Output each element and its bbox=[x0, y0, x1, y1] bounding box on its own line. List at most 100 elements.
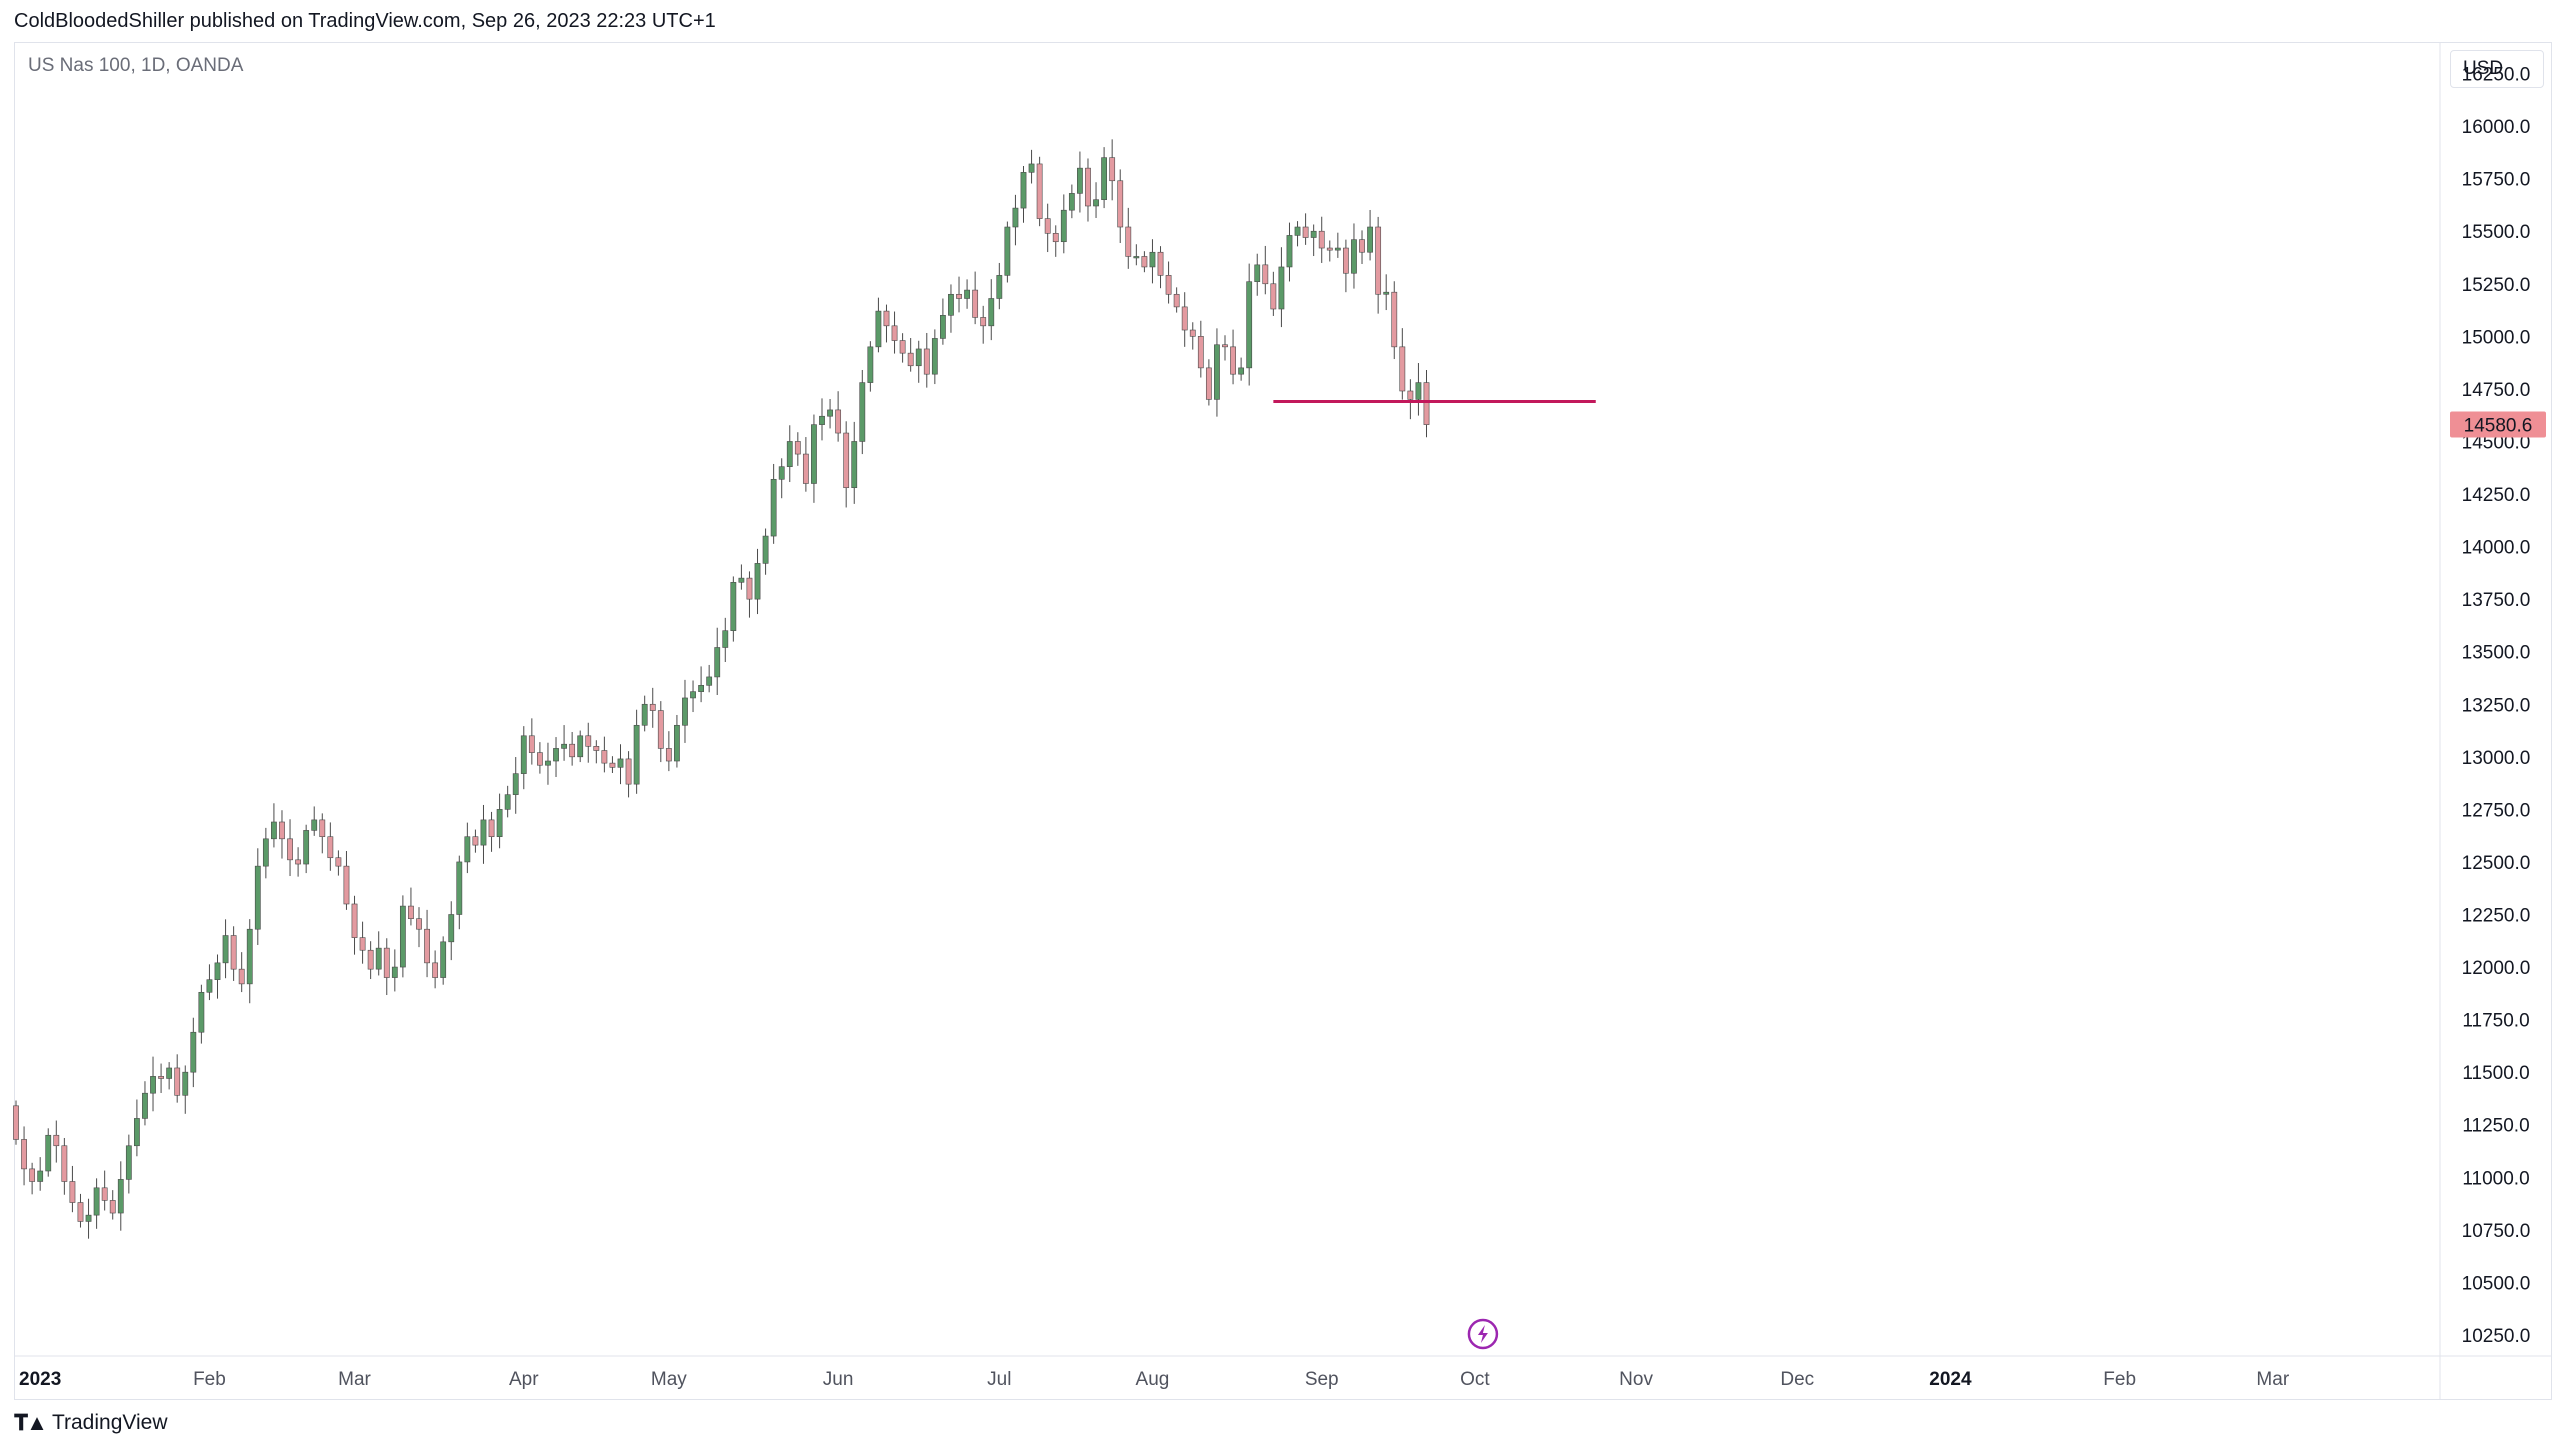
candle-body bbox=[1004, 226, 1011, 276]
candle-body bbox=[1230, 346, 1236, 375]
price-tick-label: 11250.0 bbox=[2462, 1116, 2529, 1137]
candle-body bbox=[158, 1076, 164, 1079]
footer-brand[interactable]: 𝐓▲ TradingView bbox=[14, 1410, 168, 1436]
price-tick-label: 15750.0 bbox=[2462, 170, 2531, 191]
candle-body bbox=[1246, 281, 1253, 369]
candle-body bbox=[383, 947, 390, 978]
candle-body bbox=[593, 746, 600, 751]
candle-body bbox=[867, 346, 874, 383]
candle-body bbox=[504, 794, 511, 810]
candle-body bbox=[1383, 291, 1390, 295]
price-tick-label: 12250.0 bbox=[2462, 905, 2531, 926]
candle-body bbox=[1375, 226, 1382, 295]
candle-body bbox=[625, 758, 632, 785]
publish-info: ColdBloodedShiller published on TradingV… bbox=[14, 10, 716, 32]
candle-body bbox=[1399, 346, 1406, 392]
candle-body bbox=[1415, 382, 1422, 400]
candle-body bbox=[13, 1105, 19, 1140]
symbol-label[interactable]: US Nas 100, 1D, OANDA bbox=[28, 55, 244, 76]
candle-body bbox=[45, 1134, 52, 1172]
price-tick-label: 15000.0 bbox=[2462, 327, 2531, 348]
candle-body bbox=[166, 1067, 173, 1079]
candle-body bbox=[1286, 235, 1293, 268]
candle-body bbox=[698, 685, 704, 692]
time-tick-label: Aug bbox=[1136, 1369, 1170, 1390]
time-tick-label: May bbox=[651, 1369, 687, 1390]
time-tick-label: Dec bbox=[1780, 1369, 1814, 1390]
candle-body bbox=[674, 724, 680, 762]
candle-body bbox=[851, 441, 858, 489]
candle-body bbox=[520, 735, 527, 774]
candle-body bbox=[375, 947, 382, 970]
candle-body bbox=[101, 1187, 108, 1201]
candle-body bbox=[1052, 233, 1059, 243]
candle-body bbox=[1222, 344, 1228, 348]
candle-body bbox=[601, 750, 608, 764]
candle-body bbox=[303, 830, 310, 865]
candle-body bbox=[1262, 264, 1269, 285]
candle-body bbox=[649, 703, 656, 711]
candle-body bbox=[53, 1134, 60, 1147]
time-tick-label: Jun bbox=[823, 1369, 854, 1390]
candle-body bbox=[1044, 218, 1051, 234]
candle-body bbox=[948, 293, 954, 316]
candle-body bbox=[206, 979, 213, 993]
price-tick-label: 10250.0 bbox=[2462, 1326, 2531, 1347]
candle-body bbox=[528, 735, 535, 753]
time-tick-label: Mar bbox=[2256, 1369, 2289, 1390]
lightning-icon[interactable] bbox=[1467, 1318, 1499, 1350]
candle-body bbox=[77, 1202, 84, 1222]
candle-body bbox=[230, 935, 237, 970]
candle-body bbox=[1068, 193, 1075, 211]
candle-body bbox=[996, 275, 1003, 299]
candle-body bbox=[367, 949, 374, 970]
candle-body bbox=[182, 1071, 189, 1096]
candle-body bbox=[690, 691, 696, 699]
price-tick-label: 15250.0 bbox=[2462, 275, 2531, 296]
candle-body bbox=[1351, 239, 1357, 274]
candle-body bbox=[665, 748, 672, 762]
candle-body bbox=[295, 859, 301, 865]
candle-body bbox=[254, 865, 261, 930]
candle-body bbox=[262, 838, 269, 867]
price-tick-label: 13750.0 bbox=[2462, 590, 2531, 611]
candle-body bbox=[633, 724, 640, 785]
candle-body bbox=[134, 1118, 140, 1147]
price-tick-label: 12000.0 bbox=[2462, 958, 2531, 979]
candle-body bbox=[1125, 226, 1132, 257]
time-tick-label: Feb bbox=[193, 1369, 226, 1390]
candle-body bbox=[714, 647, 721, 678]
candle-body bbox=[585, 735, 592, 747]
candle-body bbox=[657, 710, 664, 749]
candle-body bbox=[1214, 344, 1220, 400]
candle-body bbox=[496, 809, 503, 838]
candle-body bbox=[174, 1067, 181, 1096]
candle-body bbox=[1101, 157, 1107, 200]
currency-selector[interactable]: USD bbox=[2450, 50, 2544, 88]
candle-body bbox=[1197, 336, 1204, 369]
candle-body bbox=[827, 409, 833, 417]
candle-body bbox=[609, 762, 616, 768]
price-tick-label: 10500.0 bbox=[2462, 1273, 2531, 1294]
candle-body bbox=[1367, 226, 1373, 253]
candle-body bbox=[641, 703, 648, 726]
candle-body bbox=[875, 310, 882, 348]
candle-body bbox=[762, 535, 769, 564]
candle-body bbox=[738, 577, 745, 583]
candle-body bbox=[359, 937, 366, 951]
candle-body bbox=[907, 352, 914, 367]
candle-body bbox=[198, 991, 205, 1033]
candle-body bbox=[448, 914, 455, 943]
candle-body bbox=[939, 315, 946, 339]
candle-body bbox=[391, 966, 398, 978]
candle-body bbox=[117, 1179, 124, 1214]
candle-body bbox=[730, 582, 737, 631]
price-tick-label: 11000.0 bbox=[2462, 1168, 2529, 1189]
candle-body bbox=[456, 861, 463, 915]
candle-body bbox=[109, 1200, 116, 1214]
candle-body bbox=[899, 340, 906, 354]
candle-body bbox=[85, 1214, 92, 1222]
candle-body bbox=[1407, 390, 1414, 400]
time-tick-label: Feb bbox=[2103, 1369, 2136, 1390]
